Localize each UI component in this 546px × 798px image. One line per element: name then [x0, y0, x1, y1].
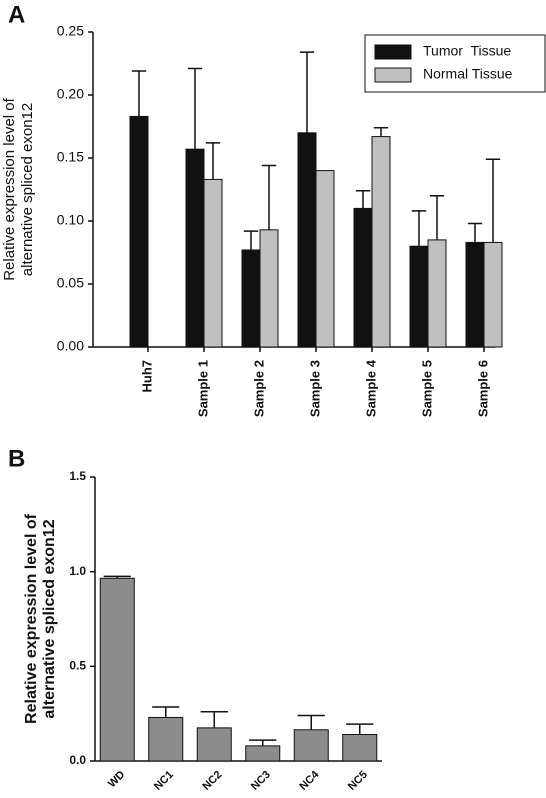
error-bar [346, 723, 374, 735]
x-tick-label: NC2 [200, 769, 224, 793]
x-tick-label: Sample 2 [251, 360, 266, 417]
y-tick-label: 0.15 [57, 149, 84, 165]
x-tick-label: Sample 6 [475, 360, 490, 417]
y-tick-label: 0.25 [57, 23, 84, 39]
bar [99, 577, 135, 762]
bar [203, 178, 223, 348]
x-tick-label: Huh7 [139, 360, 154, 393]
x-tick-label: NC5 [346, 769, 370, 793]
x-tick-label: Sample 4 [363, 359, 378, 417]
bar [185, 148, 205, 348]
bar [245, 745, 281, 762]
bar [427, 239, 447, 348]
bar [315, 170, 335, 348]
error-bar [297, 714, 325, 730]
bar [353, 207, 373, 348]
bar [196, 727, 232, 762]
y-axis-label: alternative spliced exon12 [19, 103, 36, 276]
y-axis-label: alternative spliced exon12 [41, 519, 58, 718]
bar [148, 716, 184, 762]
legend-label: Tumor Tissue [423, 43, 511, 59]
x-tick-label: Sample 5 [419, 360, 434, 417]
error-bar [467, 222, 483, 243]
panel-label: B [8, 445, 25, 472]
y-tick-label: 1.5 [69, 469, 86, 483]
panel-label: A [8, 1, 25, 28]
y-tick-label: 0.0 [69, 753, 86, 767]
y-tick-label: 0.10 [57, 212, 84, 228]
error-bar [355, 190, 371, 209]
y-tick-label: 0.00 [57, 338, 84, 354]
bar [483, 241, 503, 348]
x-tick-label: Sample 1 [195, 360, 210, 417]
error-bar [485, 158, 501, 243]
x-tick-label: NC4 [297, 768, 322, 793]
error-bar [243, 230, 259, 250]
error-bar [152, 706, 180, 718]
error-bar [200, 711, 228, 728]
y-tick-label: 1.0 [69, 564, 86, 578]
bar [259, 229, 279, 348]
bar [465, 241, 485, 348]
y-tick-label: 0.20 [57, 86, 84, 102]
y-tick-label: 0.05 [57, 275, 84, 291]
bar [129, 115, 149, 348]
y-axis-label: Relative expression level of [1, 97, 18, 280]
legend-swatch [374, 67, 412, 83]
x-tick-label: NC1 [152, 769, 176, 793]
bar [293, 729, 329, 762]
error-bar [411, 210, 427, 247]
bar [342, 733, 378, 762]
error-bar [261, 164, 277, 230]
x-tick-label: WD [106, 769, 127, 790]
legend-label: Normal Tissue [423, 66, 513, 82]
error-bar [103, 575, 131, 579]
bar [241, 249, 261, 348]
error-bar [131, 70, 147, 117]
y-tick-label: 0.5 [69, 659, 86, 673]
error-bar [429, 195, 445, 240]
bar [409, 245, 429, 348]
x-tick-label: Sample 3 [307, 360, 322, 417]
y-axis-label: Relative expression level of [23, 513, 40, 724]
error-bar [249, 739, 277, 746]
error-bar [373, 127, 389, 137]
legend-swatch [374, 44, 412, 60]
bar [297, 132, 317, 348]
error-bar [205, 142, 221, 180]
bar [371, 136, 391, 348]
x-tick-label: NC3 [249, 769, 273, 793]
error-bar [299, 51, 315, 133]
error-bar [187, 67, 203, 150]
